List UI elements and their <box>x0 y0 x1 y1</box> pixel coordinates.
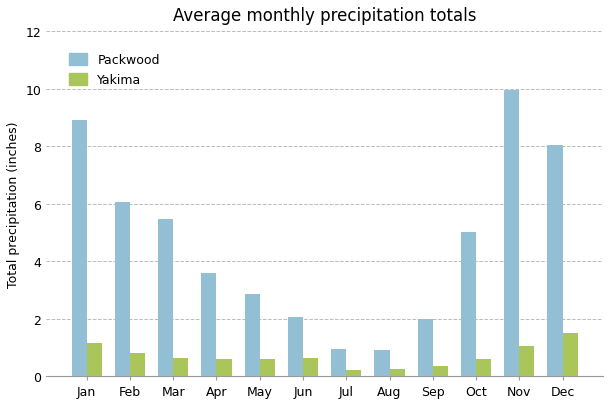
Bar <box>303 358 318 376</box>
Bar <box>562 333 578 376</box>
Title: Average monthly precipitation totals: Average monthly precipitation totals <box>173 7 476 25</box>
Bar <box>390 369 404 376</box>
Bar <box>433 366 448 376</box>
Bar <box>71 121 87 376</box>
Legend: Packwood, Yakima: Packwood, Yakima <box>63 49 165 92</box>
Bar <box>115 202 130 376</box>
Bar <box>375 350 390 376</box>
Bar <box>346 370 361 376</box>
Bar <box>418 319 433 376</box>
Bar <box>87 343 102 376</box>
Bar <box>519 346 534 376</box>
Bar <box>158 220 173 376</box>
Bar <box>547 145 562 376</box>
Bar <box>331 349 346 376</box>
Bar <box>260 359 275 376</box>
Bar <box>130 353 145 376</box>
Bar <box>217 360 232 376</box>
Bar <box>201 273 217 376</box>
Y-axis label: Total precipitation (inches): Total precipitation (inches) <box>7 121 20 287</box>
Bar <box>288 317 303 376</box>
Bar <box>173 358 188 376</box>
Bar <box>476 360 491 376</box>
Bar <box>504 91 519 376</box>
Bar <box>245 294 260 376</box>
Bar <box>461 233 476 376</box>
